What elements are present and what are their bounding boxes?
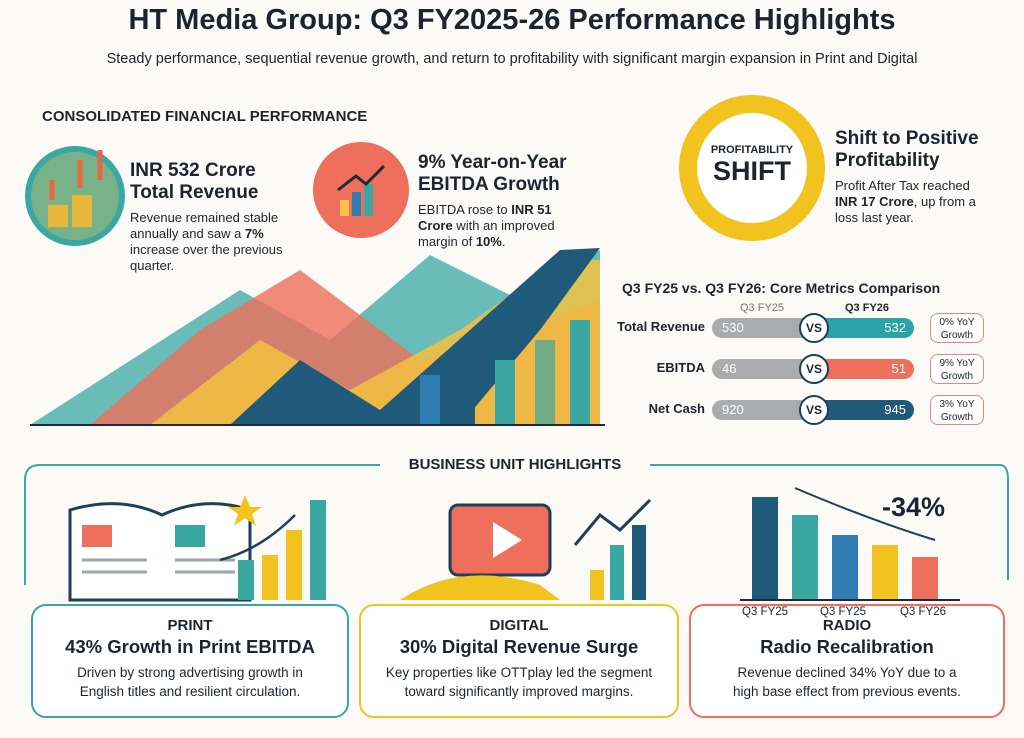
unit-label: PRINT	[167, 617, 213, 634]
unit-text: high base effect from previous events.	[733, 684, 961, 699]
unit-title: 30% Digital Revenue Surge	[399, 636, 639, 657]
metric-label: Net Cash	[648, 401, 705, 416]
radio-label: Q3 FY25	[819, 606, 867, 618]
vs: VS	[799, 313, 829, 343]
card-title: INR 532 Crore	[130, 160, 256, 181]
card-text: Revenue remained stable annually and saw…	[130, 210, 300, 274]
value-q3fy26: 51	[812, 359, 914, 379]
text: .	[501, 234, 506, 249]
text: 7%	[244, 226, 264, 241]
column-header: Q3 FY26	[845, 302, 890, 314]
value-q3fy25: 46	[712, 359, 812, 379]
value-q3fy25: 920	[712, 400, 812, 420]
text: INR 17 Crore	[835, 194, 914, 209]
text: Revenue remained stable annually and saw…	[130, 210, 279, 241]
section-heading: CONSOLIDATED FINANCIAL PERFORMANCE	[42, 108, 368, 125]
text: increase over the previous quarter.	[130, 242, 283, 273]
section-heading: BUSINESS UNIT HIGHLIGHTS	[408, 456, 622, 473]
value-q3fy26: 945	[812, 400, 914, 420]
unit-text: toward significantly improved margins.	[404, 684, 634, 699]
badge-line: Growth	[940, 371, 974, 382]
unit-text: Key properties like OTTplay led the segm…	[385, 665, 653, 680]
radio-change: -34%	[882, 492, 946, 522]
unit-text: Driven by strong advertising growth in	[77, 665, 303, 680]
comparison-title: Q3 FY25 vs. Q3 FY26: Core Metrics Compar…	[622, 280, 941, 296]
text: INR 51 Crore	[418, 202, 552, 233]
badge-line: 3% YoY	[939, 399, 975, 410]
badge-text: PROFITABILITY	[710, 144, 794, 156]
unit-text: Revenue declined 34% YoY due to a	[737, 665, 957, 680]
growth-badge: 0% YoY Growth	[930, 313, 984, 343]
unit-label: DIGITAL	[489, 617, 549, 634]
subtitle: Steady performance, sequential revenue g…	[106, 51, 918, 67]
growth-badge: 9% YoY Growth	[930, 354, 984, 384]
text: Profit After Tax reached	[835, 178, 970, 193]
card-text: EBITDA rose to INR 51 Crore with an impr…	[418, 202, 568, 250]
text: , up from a loss last year.	[835, 194, 976, 225]
radio-label: Q3 FY25	[741, 606, 789, 618]
vs: VS	[799, 354, 829, 384]
unit-card: RADIO Radio Recalibration Revenue declined…	[690, 617, 1004, 701]
column-header: Q3 FY25	[740, 302, 785, 314]
card-text: Profit After Tax reached INR 17 Crore, u…	[835, 178, 995, 226]
title: HT Media Group: Q3 FY2025-26 Performance…	[128, 4, 896, 36]
unit-card: PRINT 43% Growth in Print EBITDA Driven by…	[32, 617, 348, 701]
radio-label: Q3 FY26	[899, 606, 947, 618]
badge-line: 9% YoY	[939, 358, 975, 369]
badge-text: SHIFT	[713, 156, 791, 186]
profit-badge: PROFITABILITY SHIFT	[692, 144, 812, 187]
value-q3fy25: 530	[712, 318, 812, 338]
badge-line: 0% YoY	[939, 317, 975, 328]
card-title: 9% Year-on-Year	[418, 152, 567, 173]
value-q3fy26: 532	[812, 318, 914, 338]
unit-label: RADIO	[822, 617, 872, 634]
ebitda-card: 9% Year-on-Year EBITDA Growth EBITDA ros…	[418, 152, 598, 250]
metric-label: EBITDA	[656, 360, 705, 375]
growth-badge: 3% YoY Growth	[930, 395, 984, 425]
text: 10%	[475, 234, 502, 249]
vs: VS	[799, 395, 829, 425]
unit-text: English titles and resilient circulation…	[79, 684, 301, 699]
metric-label: Total Revenue	[617, 319, 705, 334]
text: with an improved margin of	[418, 218, 555, 249]
card-title: Total Revenue	[130, 182, 259, 203]
card-title: Profitability	[835, 150, 940, 171]
badge-line: Growth	[940, 412, 974, 423]
card-title: EBITDA Growth	[418, 174, 560, 195]
revenue-card: INR 532 Crore Total Revenue Revenue rema…	[130, 160, 310, 274]
badge-line: Growth	[940, 330, 974, 341]
unit-title: Radio Recalibration	[760, 636, 934, 657]
profit-card: Shift to Positive Profitability Profit A…	[835, 128, 1015, 226]
unit-title: 43% Growth in Print EBITDA	[65, 636, 315, 657]
unit-card: DIGITAL 30% Digital Revenue Surge Key prop…	[360, 617, 678, 701]
card-title: Shift to Positive	[835, 128, 979, 149]
text: EBITDA rose to	[418, 202, 512, 217]
